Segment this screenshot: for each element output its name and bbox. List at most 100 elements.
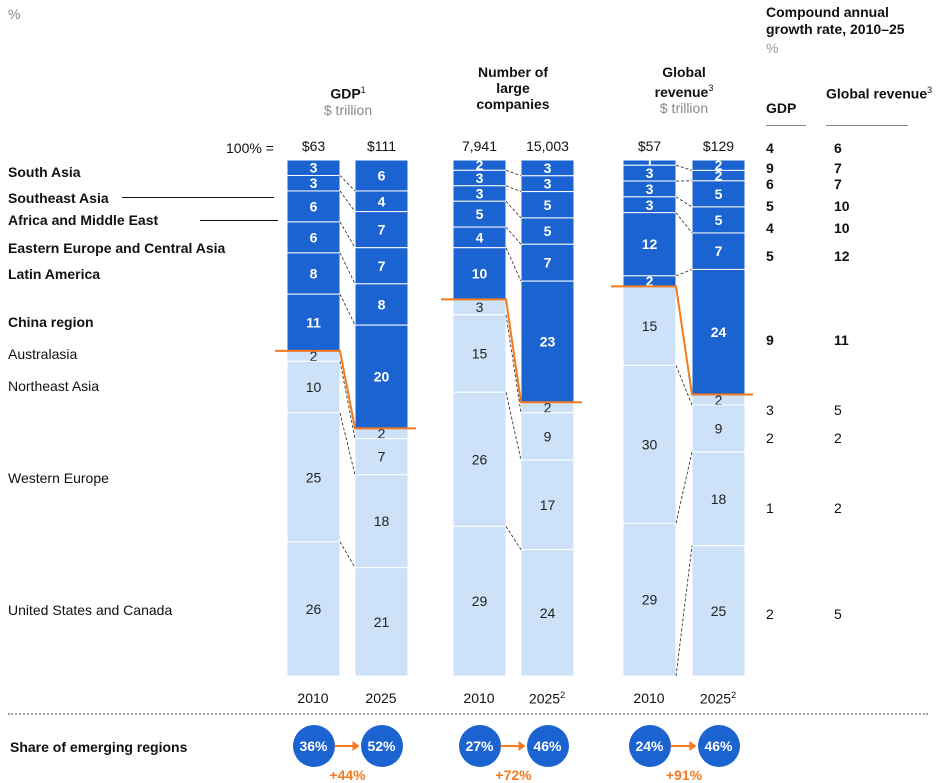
companies-title-line: Number of: [478, 64, 548, 80]
revenue-unit: $ trillion: [659, 99, 709, 116]
bar-segment-global-revenue-2025-latin-america: [691, 232, 746, 270]
data-label-gdp-2025-northeast-asia: 7: [378, 449, 386, 465]
region-label-south-asia: South Asia: [8, 164, 81, 180]
data-label-number-of-large-companies-2010-western-europe: 26: [472, 451, 488, 467]
share-bubble-2010: 27%: [458, 725, 501, 767]
growth-label: +91%: [665, 767, 703, 783]
data-label-gdp-2010-western-europe: 25: [306, 469, 322, 485]
bar-segment-gdp-2010-united-states-and-canada: [286, 541, 341, 677]
year-label: 2010: [633, 690, 665, 706]
region-leader-line: [122, 197, 274, 198]
data-label-number-of-large-companies-2010-united-states-and-canada: 29: [472, 593, 488, 609]
bar-segment-gdp-2025-africa-and-middle-east: [354, 211, 409, 249]
cagr-gdp-value: 2: [766, 606, 774, 622]
cagr-gdp-value: 4: [766, 140, 774, 156]
bar-segment-gdp-2010-china-region: [286, 293, 341, 352]
cagr-revenue-value: 2: [834, 500, 842, 516]
data-label-gdp-2010-africa-and-middle-east: 6: [310, 198, 318, 214]
cagr-gdp-value: 3: [766, 402, 774, 418]
data-label-gdp-2025-western-europe: 18: [374, 513, 390, 529]
total-label: $63: [301, 138, 326, 154]
revenue-title-line: Global: [662, 64, 706, 80]
data-label-gdp-2010-australasia: 2: [310, 348, 318, 364]
gdp-title-sup: 1: [360, 85, 366, 95]
bar-segment-gdp-2010-western-europe: [286, 412, 341, 543]
year-footnote: 2: [560, 690, 566, 700]
cagr-revenue-value: 6: [834, 140, 842, 156]
bar-segment-global-revenue-2025-western-europe: [691, 451, 746, 547]
data-label-gdp-2010-united-states-and-canada: 26: [306, 601, 322, 617]
cagr-gdp-value: 9: [766, 160, 774, 176]
share-bubble-2025: 52%: [360, 725, 403, 767]
total-label: 7,941: [461, 138, 498, 154]
share-bubble-2010: 36%: [292, 725, 335, 767]
bar-segment-number-of-large-companies-2010-united-states-and-canada: [452, 525, 507, 677]
connector-line: [675, 164, 693, 171]
region-label-africa-and-middle-east: Africa and Middle East: [8, 212, 159, 228]
region-label-eastern-europe-and-central-asia: Eastern Europe and Central Asia: [8, 240, 226, 256]
data-label-global-revenue-2010-eastern-europe-and-central-asia: 3: [646, 197, 654, 213]
data-label-gdp-2025-australasia: 2: [378, 425, 386, 441]
connector-line: [339, 190, 356, 212]
data-label-gdp-2025-south-asia: 6: [378, 167, 386, 183]
data-label-number-of-large-companies-2025-southeast-asia: 3: [544, 176, 552, 192]
companies-title-line: large: [496, 80, 530, 96]
bar-segment-gdp-2025-latin-america: [354, 283, 409, 326]
revenue-title: Global revenue: [618, 64, 750, 100]
total-label: $129: [702, 138, 735, 154]
data-label-global-revenue-2025-australasia: 2: [715, 392, 723, 408]
bar-segment-global-revenue-2010-latin-america: [622, 212, 677, 277]
gdp-header: GDP1 $ trillion: [286, 82, 410, 118]
data-label-number-of-large-companies-2025-northeast-asia: 9: [544, 428, 552, 444]
data-label-gdp-2025-latin-america: 8: [378, 296, 386, 312]
region-label-china-region: China region: [8, 314, 94, 330]
bar-segment-global-revenue-2025-africa-and-middle-east: [691, 180, 746, 208]
bar-segment-number-of-large-companies-2025-united-states-and-canada: [520, 549, 575, 677]
data-label-number-of-large-companies-2025-western-europe: 17: [540, 497, 556, 513]
connector-line: [339, 541, 356, 568]
bar-segment-gdp-2010-northeast-asia: [286, 360, 341, 414]
region-label-united-states-and-canada: United States and Canada: [8, 602, 173, 618]
data-label-number-of-large-companies-2025-china-region: 23: [540, 334, 556, 350]
revenue-title-sup: 3: [708, 83, 714, 93]
data-label-number-of-large-companies-2025-africa-and-middle-east: 5: [544, 197, 552, 213]
bar-segment-global-revenue-2010-western-europe: [622, 522, 677, 677]
data-label-number-of-large-companies-2010-eastern-europe-and-central-asia: 5: [476, 206, 484, 222]
data-label-gdp-2025-china-region: 20: [374, 369, 390, 385]
bar-segment-number-of-large-companies-2010-western-europe: [452, 391, 507, 527]
cagr-rule-gdp: [766, 125, 806, 126]
growth-label: +72%: [495, 767, 532, 783]
region-label-latin-america: Latin America: [8, 266, 101, 282]
data-label-number-of-large-companies-2010-south-asia: 2: [476, 157, 484, 173]
connector-line: [675, 196, 693, 208]
data-label-number-of-large-companies-2025-latin-america: 7: [544, 255, 552, 271]
region-label-australasia: Australasia: [8, 346, 78, 362]
data-label-number-of-large-companies-2010-northeast-asia: 15: [472, 346, 488, 362]
share-bubble-2010: 24%: [628, 725, 671, 767]
connector-line: [339, 175, 356, 192]
data-label-global-revenue-2025-africa-and-middle-east: 5: [715, 186, 723, 202]
connector-line: [505, 226, 522, 245]
data-label-gdp-2010-latin-america: 8: [310, 266, 318, 282]
total-label: 15,003: [526, 138, 569, 154]
emerging-divider-line: [275, 349, 416, 430]
companies-title: Number of large companies: [445, 64, 581, 112]
connector-line: [675, 212, 693, 234]
data-label-gdp-2010-eastern-europe-and-central-asia: 6: [310, 229, 318, 245]
bar-segment-gdp-2025-china-region: [354, 324, 409, 429]
cagr-revenue-value: 5: [834, 402, 842, 418]
data-label-number-of-large-companies-2025-united-states-and-canada: 24: [540, 605, 556, 621]
connector-line: [505, 314, 522, 413]
data-label-number-of-large-companies-2025-south-asia: 3: [544, 160, 552, 176]
data-label-gdp-2025-africa-and-middle-east: 7: [378, 222, 386, 238]
emerging-divider-line: [611, 285, 753, 396]
share-arrowhead-icon: [352, 741, 360, 751]
bar-segment-gdp-2025-northeast-asia: [354, 438, 409, 476]
share-label: Share of emerging regions: [10, 739, 188, 755]
data-label-global-revenue-2025-united-states-and-canada: 25: [711, 603, 727, 619]
growth-label: +44%: [329, 767, 366, 783]
unit-label: %: [8, 6, 21, 22]
gdp-unit: $ trillion: [323, 101, 373, 118]
cagr-rule-revenue: [826, 125, 908, 126]
data-label-gdp-2010-southeast-asia: 3: [310, 175, 318, 191]
